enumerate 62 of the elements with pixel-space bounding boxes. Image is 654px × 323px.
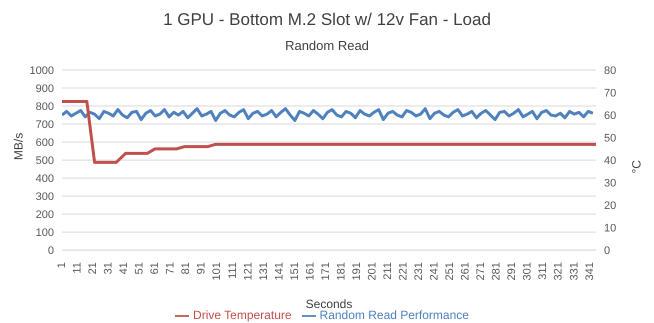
x-tick-label: 111 (226, 262, 239, 279)
y2-tick-label: 70 (604, 87, 616, 100)
x-tick-label: 311 (537, 262, 550, 280)
x-tick-label: 91 (196, 262, 208, 274)
x-tick-label: 201 (366, 262, 378, 281)
y-tick-label: 200 (36, 209, 54, 222)
x-tick-label: 271 (475, 262, 488, 281)
x-tick-label: 11 (72, 262, 84, 274)
y-axis-title: MB/s (11, 132, 26, 160)
x-tick-label: 21 (87, 262, 100, 274)
x-tick-label: 151 (288, 262, 301, 281)
x-tick-label: 331 (568, 262, 580, 281)
x-tick-label: 341 (584, 262, 596, 281)
y-tick-label: 600 (36, 136, 54, 149)
x-tick-label: 221 (398, 262, 410, 281)
x-tick-label: 291 (506, 262, 518, 281)
y-tick-label: 900 (36, 82, 54, 95)
line-series (62, 107, 594, 122)
x-tick-label: 31 (102, 262, 115, 274)
x-tick-label: 41 (118, 262, 130, 274)
y2-axis-title: °C (629, 160, 644, 174)
y-tick-label: 700 (36, 118, 54, 131)
chart-subtitle: Random Read (284, 38, 370, 53)
y-tick-label: 100 (36, 227, 54, 240)
x-tick-label: 141 (273, 262, 286, 281)
x-tick-label: 211 (382, 262, 394, 280)
y-tick-label: 400 (36, 173, 54, 186)
x-tick-label: 231 (413, 262, 426, 281)
x-tick-label: 121 (242, 262, 254, 281)
x-tick-label: 181 (335, 262, 348, 281)
x-tick-label: 1 (56, 262, 68, 268)
x-tick-label: 161 (304, 262, 316, 281)
x-tick-label: 61 (149, 262, 162, 274)
y2-tick-label: 40 (604, 154, 616, 167)
y-tick-label: 800 (36, 100, 54, 113)
y-tick-label: 500 (36, 154, 54, 167)
x-tick-label: 51 (134, 262, 146, 274)
legend-label: Drive Temperature (193, 308, 292, 322)
x-tick-label: 131 (258, 262, 270, 281)
x-tick-label: 191 (350, 262, 363, 281)
x-tick-label: 171 (320, 262, 332, 281)
y-tick-label: 0 (48, 245, 54, 258)
x-tick-label: 251 (444, 262, 456, 281)
line-series (62, 100, 596, 164)
y2-tick-label: 80 (604, 64, 616, 77)
x-tick-label: 261 (460, 262, 472, 281)
y2-tick-label: 30 (604, 178, 616, 190)
x-tick-label: 241 (428, 262, 441, 281)
y-tick-label: 1000 (30, 64, 54, 77)
y2-tick-label: 10 (604, 222, 616, 235)
y2-tick-label: 60 (604, 110, 616, 122)
x-tick-label: 71 (164, 262, 177, 274)
y2-tick-label: 50 (604, 132, 616, 144)
y-tick-label: 300 (36, 191, 54, 204)
y2-tick-label: 20 (604, 200, 616, 212)
chart-title: 1 GPU - Bottom M.2 Slot w/ 12v Fan - Load (162, 10, 492, 30)
x-tick-label: 281 (490, 262, 503, 281)
x-tick-label: 301 (522, 262, 534, 281)
x-tick-label: 101 (211, 262, 224, 281)
y2-tick-label: 0 (604, 245, 610, 258)
x-tick-label: 81 (180, 262, 192, 274)
x-tick-label: 321 (552, 262, 565, 281)
